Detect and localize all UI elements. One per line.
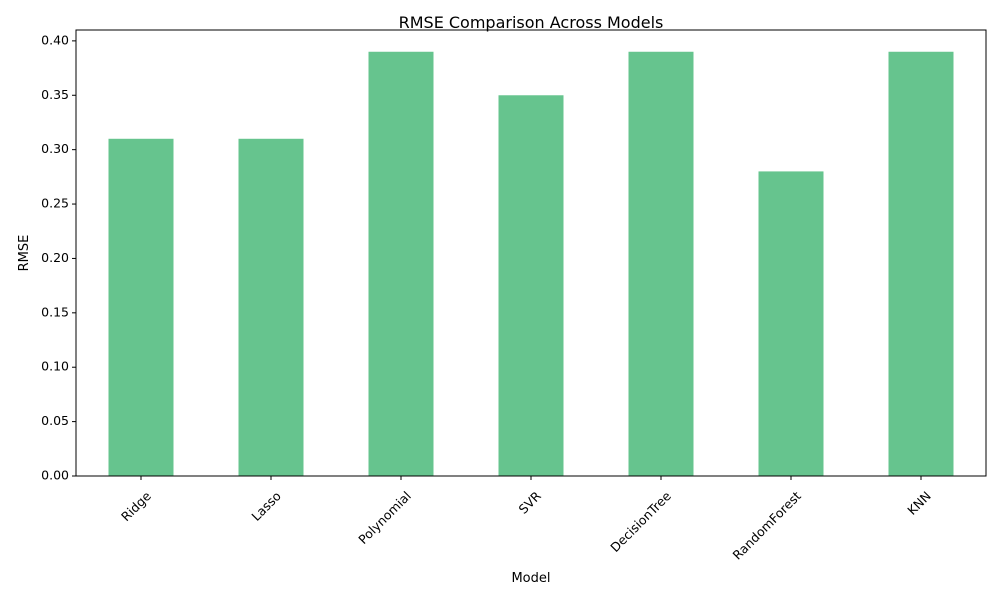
x-tick-label: Ridge	[118, 488, 154, 524]
chart-title: RMSE Comparison Across Models	[399, 13, 664, 32]
x-axis-label: Model	[511, 571, 550, 586]
bars-group	[108, 51, 954, 477]
x-tick-label: Lasso	[248, 488, 284, 524]
x-tick-label: KNN	[904, 488, 934, 518]
y-tick-label: 0.30	[41, 141, 69, 156]
y-axis-ticks: 0.00 0.05 0.10 0.15 0.20 0.25 0.30 0.35 0.40	[41, 32, 76, 483]
y-tick-label: 0.15	[41, 304, 69, 319]
bar-randomforest	[758, 171, 824, 477]
y-tick-label: 0.40	[41, 32, 69, 47]
plot-frame	[75, 29, 987, 477]
y-tick-label: 0.20	[41, 250, 69, 265]
bar-svr	[498, 95, 564, 476]
y-tick-label: 0.35	[41, 87, 69, 102]
y-axis-label: RMSE	[17, 235, 32, 272]
x-axis-ticks: Ridge Lasso Polynomial SVR DecisionTree Rando…	[118, 476, 934, 563]
y-tick-label: 0.00	[41, 468, 69, 483]
x-tick-label: RandomForest	[730, 488, 804, 562]
y-tick-label: 0.10	[41, 359, 69, 374]
y-tick-label: 0.05	[41, 413, 69, 428]
bar-ridge	[108, 138, 174, 476]
bar-polynomial	[368, 51, 434, 476]
bar-knn	[888, 51, 954, 476]
bar-decisiontree	[628, 51, 694, 476]
x-tick-label: Polynomial	[355, 488, 414, 547]
y-tick-label: 0.25	[41, 196, 69, 211]
x-tick-label: SVR	[515, 488, 544, 517]
x-tick-label: DecisionTree	[607, 488, 674, 555]
bar-lasso	[238, 138, 304, 476]
